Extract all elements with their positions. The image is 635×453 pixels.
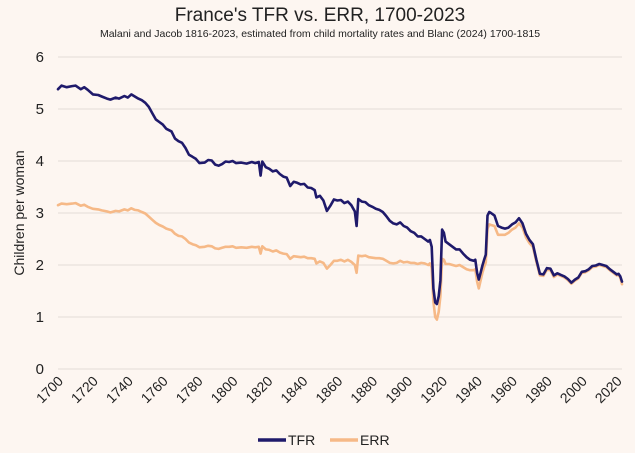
y-axis-label: Children per woman [11,150,27,275]
legend: TFR ERR [258,432,390,448]
x-tick-label: 1980 [522,373,555,406]
legend-label-tfr: TFR [288,432,315,448]
x-tick-label: 1900 [382,373,415,406]
x-tick-label: 1860 [312,373,345,406]
x-tick-label: 1840 [277,373,310,406]
series-line-err [56,201,624,321]
chart-subtitle: Malani and Jacob 1816-2023, estimated fr… [100,28,540,40]
series-line-tfr [56,84,624,306]
y-tick-label: 1 [36,309,44,326]
x-tick-label: 1740 [103,373,136,406]
y-axis-ticks: 0 1 2 3 4 5 6 [36,49,44,378]
x-tick-label: 1920 [417,373,450,406]
x-tick-label: 2020 [592,373,625,406]
x-tick-label: 1960 [487,373,520,406]
x-tick-label: 1880 [347,373,380,406]
x-tick-label: 1760 [138,373,171,406]
x-tick-label: 1940 [452,373,485,406]
x-axis-ticks: 1700 1720 1740 1760 1780 1800 1820 1840 1860 1880… [33,373,625,406]
x-tick-label: 1780 [172,373,205,406]
y-tick-label: 5 [36,101,44,118]
y-tick-label: 6 [36,49,44,66]
chart-title: France's TFR vs. ERR, 1700-2023 [175,5,466,26]
x-tick-label: 1820 [242,373,275,406]
y-tick-label: 3 [36,205,44,222]
x-tick-label: 1800 [207,373,240,406]
x-tick-label: 1720 [68,373,101,406]
series-lines [56,84,624,321]
grid [58,56,622,370]
y-tick-label: 2 [36,257,44,274]
legend-label-err: ERR [360,432,390,448]
y-tick-label: 0 [36,361,44,378]
x-tick-label: 2000 [557,373,590,406]
y-tick-label: 4 [36,153,44,170]
